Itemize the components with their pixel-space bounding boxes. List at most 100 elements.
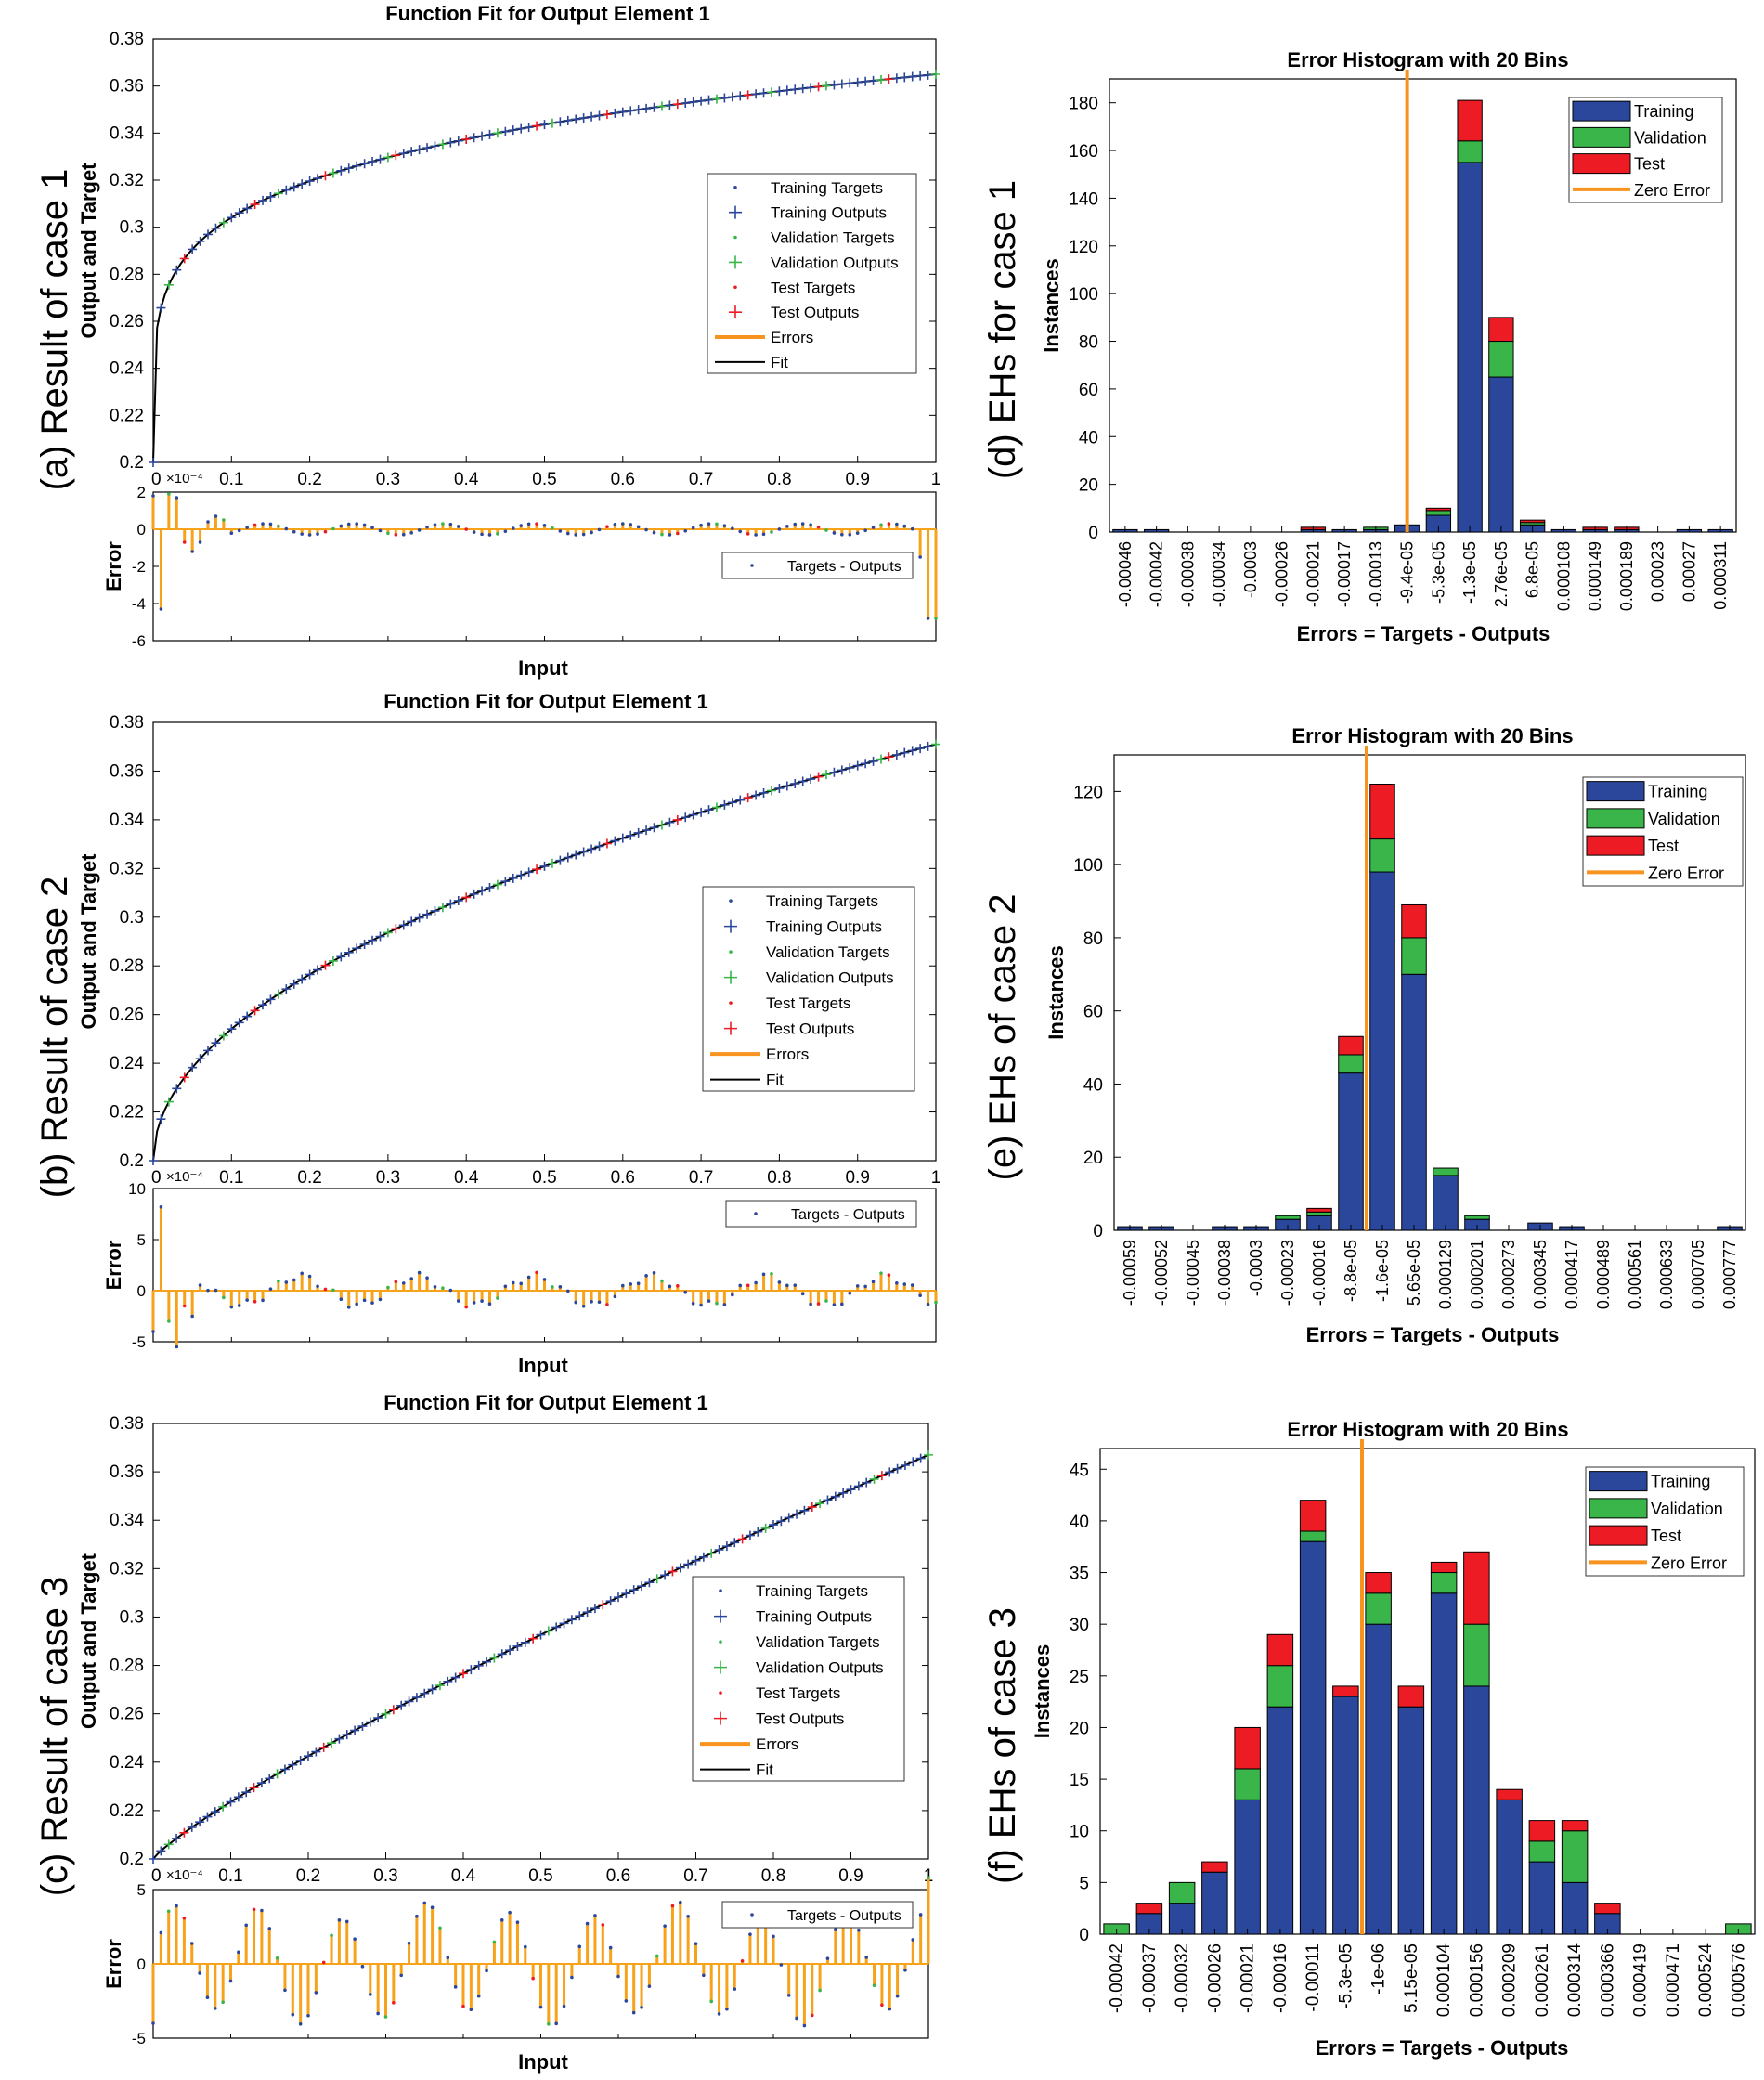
error-point <box>542 524 547 527</box>
legend-target-marker <box>733 185 737 189</box>
fit-y-tick-label: 0.34 <box>110 811 144 830</box>
fit-y-axis-label: Output and Target <box>77 162 100 339</box>
output-marker <box>497 1649 507 1659</box>
error-point <box>159 607 163 611</box>
fit-y-tick-label: 0.38 <box>110 1414 144 1434</box>
panel-label-a: (a) Result of case 1 <box>34 169 75 491</box>
output-marker <box>295 1755 305 1765</box>
error-point <box>515 1920 520 1925</box>
output-marker <box>578 847 589 857</box>
error-y-tick-label: 5 <box>137 1231 146 1249</box>
output-marker <box>594 110 604 121</box>
histogram-y-tick-label: 80 <box>1083 930 1103 949</box>
error-point <box>214 2007 217 2010</box>
histogram-y-tick-label: 80 <box>1079 333 1098 353</box>
error-point <box>189 1942 194 1945</box>
error-point <box>683 528 688 533</box>
histogram-y-tick-label: 40 <box>1079 428 1098 448</box>
output-marker <box>388 1705 398 1715</box>
output-marker <box>649 823 659 833</box>
error-point <box>376 2011 380 2016</box>
error-point <box>167 1320 171 1323</box>
error-point <box>910 1283 914 1287</box>
output-marker <box>806 83 816 93</box>
validation-bar-segment <box>1425 510 1452 516</box>
error-y-axis-label: Error <box>102 1939 125 1989</box>
error-point <box>676 531 680 536</box>
error-point <box>260 1908 264 1913</box>
error-point <box>261 1298 265 1303</box>
histogram-axes-box <box>1109 78 1737 533</box>
output-marker <box>532 864 542 875</box>
output-marker <box>602 110 612 120</box>
error-point <box>291 2012 295 2017</box>
error-y-axis-label: Error <box>102 1240 125 1290</box>
error-point <box>863 1284 867 1289</box>
histogram-x-tick-label: 0.000189 <box>1617 541 1636 611</box>
error-point <box>601 1923 605 1927</box>
error-point <box>190 550 194 553</box>
error-point <box>339 1297 344 1302</box>
fit-legend-box <box>692 1576 905 1782</box>
error-point <box>887 1273 891 1277</box>
legend-output-marker <box>714 1660 727 1674</box>
output-marker <box>675 1563 685 1573</box>
output-marker <box>656 101 667 111</box>
fit-x-tick-label: 0.2 <box>297 1168 321 1188</box>
output-marker <box>637 1581 647 1592</box>
output-marker <box>884 74 894 84</box>
output-marker <box>714 1545 724 1554</box>
output-marker <box>571 850 581 860</box>
legend-output-marker <box>729 306 742 319</box>
error-point <box>292 1278 296 1282</box>
error-point <box>621 522 625 526</box>
fit-exponent-label: ×10⁻⁴ <box>166 471 203 487</box>
error-point <box>323 1287 328 1292</box>
error-point <box>816 1302 821 1306</box>
histogram-legend-swatch <box>1572 153 1631 175</box>
error-point <box>864 1956 868 1959</box>
error-point <box>631 2010 636 2015</box>
output-marker <box>350 1725 360 1736</box>
output-marker <box>453 895 463 905</box>
output-marker <box>792 1509 802 1519</box>
fit-x-tick-label: 0.6 <box>611 470 635 489</box>
error-point <box>206 1288 210 1293</box>
error-y-tick-label: 2 <box>137 484 146 501</box>
error-point <box>574 1300 578 1305</box>
output-marker <box>730 1538 740 1548</box>
histogram-x-tick-label: -0.0003 <box>1247 1240 1265 1296</box>
output-marker <box>536 1630 546 1640</box>
error-point <box>446 1956 450 1960</box>
output-marker <box>258 1000 268 1010</box>
error-point <box>386 1285 390 1290</box>
output-marker <box>806 774 816 785</box>
error-point <box>370 1301 374 1305</box>
histogram-y-tick-label: 15 <box>1070 1771 1089 1790</box>
error-point <box>198 1283 202 1287</box>
output-marker <box>334 1734 344 1744</box>
error-point <box>321 1960 326 1965</box>
output-marker <box>924 1450 933 1460</box>
test-bar-segment <box>1528 1820 1556 1842</box>
histogram-x-tick-label: 0.000705 <box>1689 1240 1707 1309</box>
training-bar-segment <box>1457 162 1483 533</box>
output-marker <box>172 1084 182 1094</box>
output-marker <box>861 76 871 86</box>
output-marker <box>391 150 401 161</box>
output-marker <box>885 1467 895 1477</box>
error-point <box>542 1278 547 1281</box>
output-marker <box>398 149 409 159</box>
output-marker <box>782 781 792 791</box>
output-marker <box>555 855 565 865</box>
fit-y-tick-label: 0.28 <box>110 956 144 976</box>
legend-output-marker <box>714 1609 727 1623</box>
output-marker <box>381 1709 391 1719</box>
output-marker <box>798 84 808 94</box>
output-marker <box>774 86 785 97</box>
histogram-legend-label: Test <box>1634 155 1665 174</box>
output-marker <box>587 844 597 854</box>
error-point <box>655 1954 659 1958</box>
histogram-x-tick-label: 0.000314 <box>1565 1944 1585 2018</box>
output-marker <box>407 916 417 927</box>
